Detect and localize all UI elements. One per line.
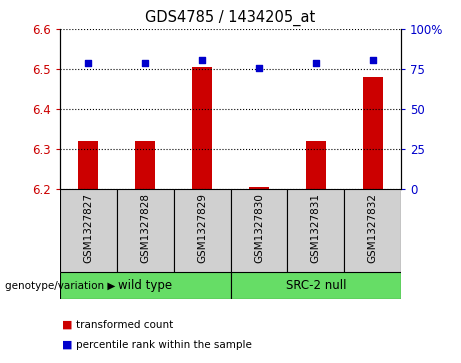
Bar [344,189,401,272]
Point [255,65,263,71]
Title: GDS4785 / 1434205_at: GDS4785 / 1434205_at [145,10,316,26]
Point [312,60,319,66]
Text: GSM1327830: GSM1327830 [254,193,264,263]
Text: GSM1327829: GSM1327829 [197,193,207,263]
Bar [192,67,212,189]
Point [142,60,149,66]
Text: GSM1327827: GSM1327827 [83,193,94,263]
Bar [78,141,98,189]
Bar [363,77,383,189]
Bar [230,272,401,299]
Bar [135,141,155,189]
Bar [117,189,174,272]
Text: SRC-2 null: SRC-2 null [285,280,346,292]
Text: ■: ■ [62,320,73,330]
Point [369,57,376,63]
Bar [174,189,230,272]
Text: GSM1327831: GSM1327831 [311,193,321,263]
Text: ■: ■ [62,340,73,350]
Bar [306,141,326,189]
Bar [287,189,344,272]
Point [198,57,206,63]
Text: GSM1327832: GSM1327832 [367,193,378,263]
Text: GSM1327828: GSM1327828 [140,193,150,263]
Text: transformed count: transformed count [76,320,173,330]
Bar [230,189,287,272]
Point [85,60,92,66]
Text: wild type: wild type [118,280,172,292]
Bar [60,189,117,272]
Bar [249,187,269,189]
Text: genotype/variation ▶: genotype/variation ▶ [5,281,115,291]
Text: percentile rank within the sample: percentile rank within the sample [76,340,252,350]
Bar [60,272,230,299]
